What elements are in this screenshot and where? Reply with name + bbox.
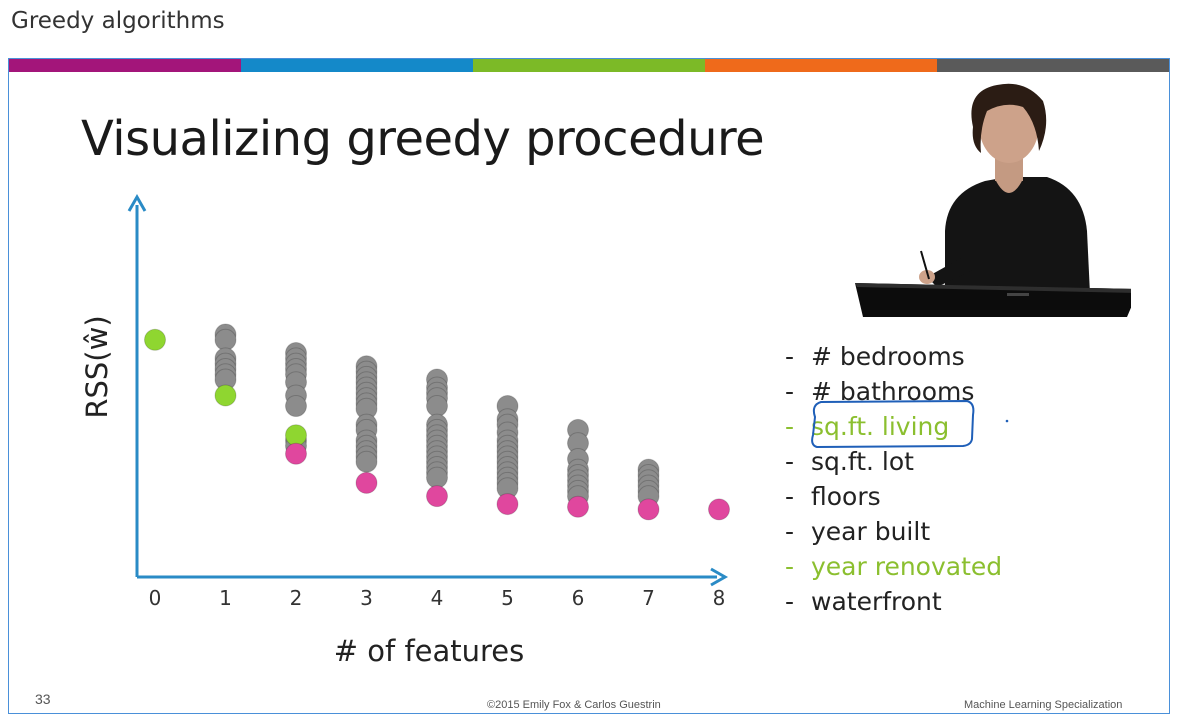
presenter-image <box>847 81 1131 317</box>
rss-vs-features-chart: 0 1 2 3 4 5 6 7 8 # of features RSS(ŵ) <box>80 193 730 668</box>
x-axis-arrow <box>710 567 729 587</box>
feature-label: floors <box>811 482 881 511</box>
feature-item: - waterfront <box>785 584 1002 619</box>
color-bar-segment <box>937 59 1169 72</box>
best-subset-point <box>496 493 519 516</box>
feature-item: - floors <box>785 479 1002 514</box>
feature-list: - # bedrooms - # bathrooms - sq.ft. living - sq… <box>785 339 1002 619</box>
candidate-point <box>426 395 448 418</box>
feature-label: # bedrooms <box>811 342 965 371</box>
x-tick-label: 5 <box>501 586 514 610</box>
slide-color-bar <box>9 59 1169 72</box>
best-subset-point <box>355 471 378 494</box>
feature-item: - year renovated <box>785 549 1002 584</box>
color-bar-segment <box>705 59 937 72</box>
feature-bullet: - <box>785 552 795 581</box>
slide-specialization: Machine Learning Specialization <box>964 699 1123 711</box>
feature-bullet: - <box>785 482 795 511</box>
feature-label: sq.ft. living <box>811 412 950 441</box>
best-subset-point <box>285 442 307 465</box>
color-bar-segment <box>241 59 473 72</box>
feature-bullet: - <box>785 517 795 546</box>
slide-title: Visualizing greedy procedure <box>81 111 765 167</box>
feature-label: waterfront <box>811 587 942 616</box>
presenter-video <box>847 81 1131 317</box>
candidate-point <box>285 395 307 418</box>
feature-label: year renovated <box>811 552 1003 581</box>
page-title: Greedy algorithms <box>11 8 225 34</box>
x-tick-label: 0 <box>149 586 162 610</box>
x-tick-label: 4 <box>431 586 444 610</box>
feature-item: - sq.ft. living <box>785 409 1002 444</box>
feature-bullet: - <box>785 412 795 441</box>
x-tick-label: 8 <box>713 586 726 610</box>
feature-label: # bathrooms <box>811 377 975 406</box>
feature-item: - sq.ft. lot <box>785 444 1002 479</box>
feature-bullet: - <box>785 342 795 371</box>
feature-item: - year built <box>785 514 1002 549</box>
slide-number: 33 <box>35 691 51 707</box>
x-tick-label: 1 <box>219 586 232 610</box>
feature-item: - # bedrooms <box>785 339 1002 374</box>
x-tick-label: 7 <box>642 586 655 610</box>
slide: Visualizing greedy procedure 0 1 2 3 4 5 6 7 8 # … <box>8 58 1170 714</box>
color-bar-segment <box>473 59 705 72</box>
candidate-point <box>426 466 448 489</box>
feature-bullet: - <box>785 377 795 406</box>
x-tick-label: 2 <box>290 586 303 610</box>
x-tick-label: 6 <box>572 586 585 610</box>
feature-item: - # bathrooms <box>785 374 1002 409</box>
x-tick-label: 3 <box>360 586 373 610</box>
greedy-choice-point <box>144 328 166 351</box>
feature-bullet: - <box>785 447 795 476</box>
best-subset-point <box>426 485 448 508</box>
candidate-point <box>214 328 237 351</box>
y-axis-label: RSS(ŵ) <box>80 315 114 418</box>
feature-bullet: - <box>785 587 795 616</box>
candidate-point <box>355 450 378 473</box>
best-subset-point <box>708 498 730 521</box>
slide-copyright: ©2015 Emily Fox & Carlos Guestrin <box>487 699 661 711</box>
best-subset-point <box>567 495 589 518</box>
y-axis-arrow <box>127 193 147 212</box>
greedy-choice-point <box>214 384 237 407</box>
x-axis-label: # of features <box>334 634 525 668</box>
greedy-choice-point <box>285 424 307 447</box>
color-bar-segment <box>9 59 241 72</box>
best-subset-point <box>637 498 660 521</box>
feature-label: year built <box>811 517 931 546</box>
feature-label: sq.ft. lot <box>811 447 914 476</box>
